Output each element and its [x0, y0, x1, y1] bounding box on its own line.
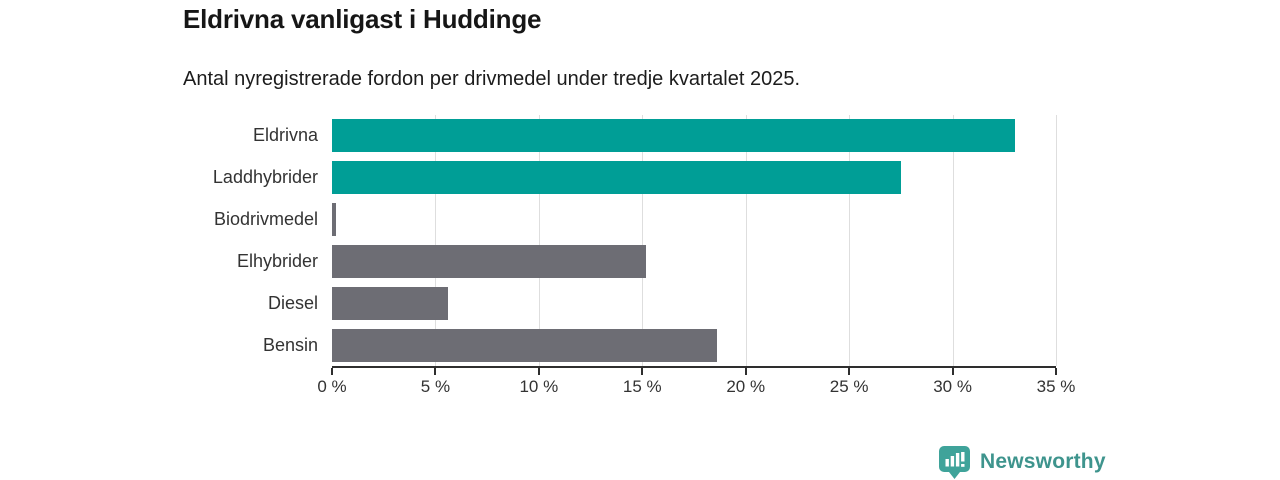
gridline — [538, 115, 540, 366]
bar-row: Elhybrider — [237, 244, 1056, 278]
x-axis-tick-label: 10 % — [519, 377, 559, 396]
category-label: Bensin — [262, 334, 318, 355]
bar — [332, 161, 901, 195]
x-axis-tick-label: 35 % — [1036, 377, 1076, 396]
bar — [332, 328, 717, 362]
category-label: Laddhybrider — [212, 167, 318, 188]
bar-row: Diesel — [268, 286, 1056, 320]
x-axis-tick-label: 20 % — [726, 377, 766, 396]
bar-row: Laddhybrider — [213, 161, 1056, 195]
x-axis-tick — [1055, 368, 1057, 375]
gridline — [849, 115, 851, 366]
category-label: Biodrivmedel — [213, 209, 318, 230]
plot-area: Eldrivna Laddhybrider Biodrivmedel Elhybrid… — [213, 115, 1057, 366]
x-axis-tick-label: 15 % — [622, 377, 662, 396]
gridline — [1056, 115, 1057, 366]
bar-rows: Eldrivna Laddhybrider Biodrivmedel Elhybrid… — [213, 115, 1056, 366]
gridline — [642, 115, 644, 366]
bar-row: Biodrivmedel — [214, 203, 1056, 237]
gridline — [435, 115, 437, 366]
x-axis-tick-label: 5 % — [420, 377, 451, 396]
bar — [332, 286, 448, 320]
x-axis-tick-label: 25 % — [829, 377, 869, 396]
brand-lockup: Newsworthy — [938, 445, 1106, 479]
x-axis-tick — [744, 368, 747, 375]
bar-row: Bensin — [263, 328, 1056, 362]
x-axis: 0 % 5 % 10 % 15 % 20 % 25 % 30 % 35 % — [317, 366, 1075, 408]
x-axis-tick — [434, 368, 437, 375]
bar — [332, 244, 647, 278]
category-label: Eldrivna — [252, 125, 318, 146]
x-axis-tick-label: 0 % — [317, 377, 347, 396]
bar — [332, 119, 1015, 153]
x-axis-tick-label: 30 % — [933, 377, 972, 396]
newsworthy-logo-icon — [938, 445, 971, 479]
category-label: Elhybrider — [236, 250, 318, 271]
bar-row: Eldrivna — [253, 119, 1056, 153]
category-label: Diesel — [267, 292, 318, 313]
gridline — [952, 115, 954, 366]
x-axis-tick — [537, 368, 540, 375]
x-axis-tick — [848, 368, 851, 375]
x-axis-tick — [331, 368, 333, 375]
chart-title: Eldrivna vanligast i Huddinge — [183, 4, 542, 34]
bar — [332, 203, 337, 237]
brand-name: Newsworthy — [980, 450, 1106, 473]
gridline — [745, 115, 747, 366]
x-axis-tick — [641, 368, 644, 375]
chart-subtitle: Antal nyregistrerade fordon per drivmede… — [183, 68, 801, 90]
x-axis-tick — [951, 368, 954, 375]
